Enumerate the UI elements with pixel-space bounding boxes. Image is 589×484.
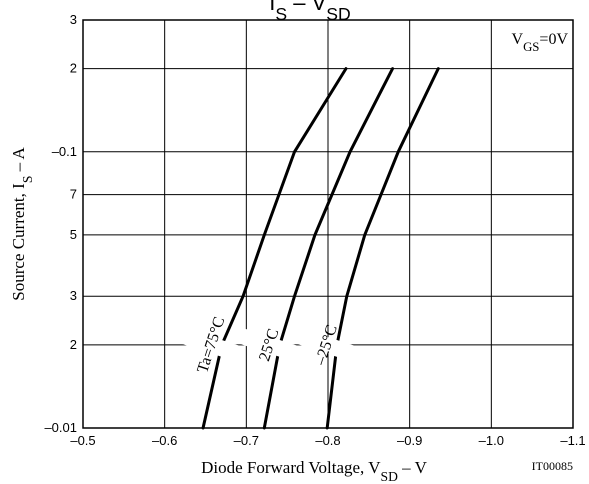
y-tick-label: 2 xyxy=(70,61,77,76)
text-part: – A xyxy=(9,147,28,176)
text-part: Source Current, I xyxy=(9,183,28,301)
chart-title: IS – VSD xyxy=(269,0,350,24)
subscript: SD xyxy=(381,469,399,484)
text-part: Diode Forward Voltage, V xyxy=(201,458,381,477)
text-part: – V xyxy=(398,458,428,477)
subscript: S xyxy=(275,4,287,24)
label-bg xyxy=(179,327,242,362)
x-tick-label: –0.7 xyxy=(234,433,259,448)
text-part: I xyxy=(269,0,275,15)
x-tick-label: –0.8 xyxy=(315,433,340,448)
curve xyxy=(201,67,348,430)
y-tick-label: 3 xyxy=(70,288,77,303)
x-tick-label: –0.6 xyxy=(152,433,177,448)
curve xyxy=(325,67,440,430)
figure-id: IT00085 xyxy=(532,459,573,473)
text-part: – V xyxy=(287,0,326,15)
y-tick-label: 5 xyxy=(70,227,77,242)
text-part: V xyxy=(512,31,524,48)
subscript: S xyxy=(20,176,35,184)
y-tick-label: –0.1 xyxy=(52,144,77,159)
x-tick-label: –0.9 xyxy=(397,433,422,448)
y-tick-label: 3 xyxy=(70,12,77,27)
y-tick-label: 2 xyxy=(70,337,77,352)
y-axis-label: Source Current, IS – A xyxy=(9,147,35,301)
x-axis-label: Diode Forward Voltage, VSD – V xyxy=(201,458,428,484)
text-part: =0V xyxy=(539,31,568,48)
x-tick-label: –1.1 xyxy=(560,433,585,448)
y-tick-label: 7 xyxy=(70,187,77,202)
label-bg xyxy=(294,327,357,362)
x-tick-label: –0.5 xyxy=(70,433,95,448)
y-tick-label: –0.01 xyxy=(44,420,77,435)
annotation: VGS=0V xyxy=(512,31,569,54)
label-bg xyxy=(237,327,300,362)
subscript: GS xyxy=(523,40,539,54)
subscript: SD xyxy=(326,4,350,24)
curve xyxy=(262,67,395,430)
x-tick-label: –1.0 xyxy=(479,433,504,448)
